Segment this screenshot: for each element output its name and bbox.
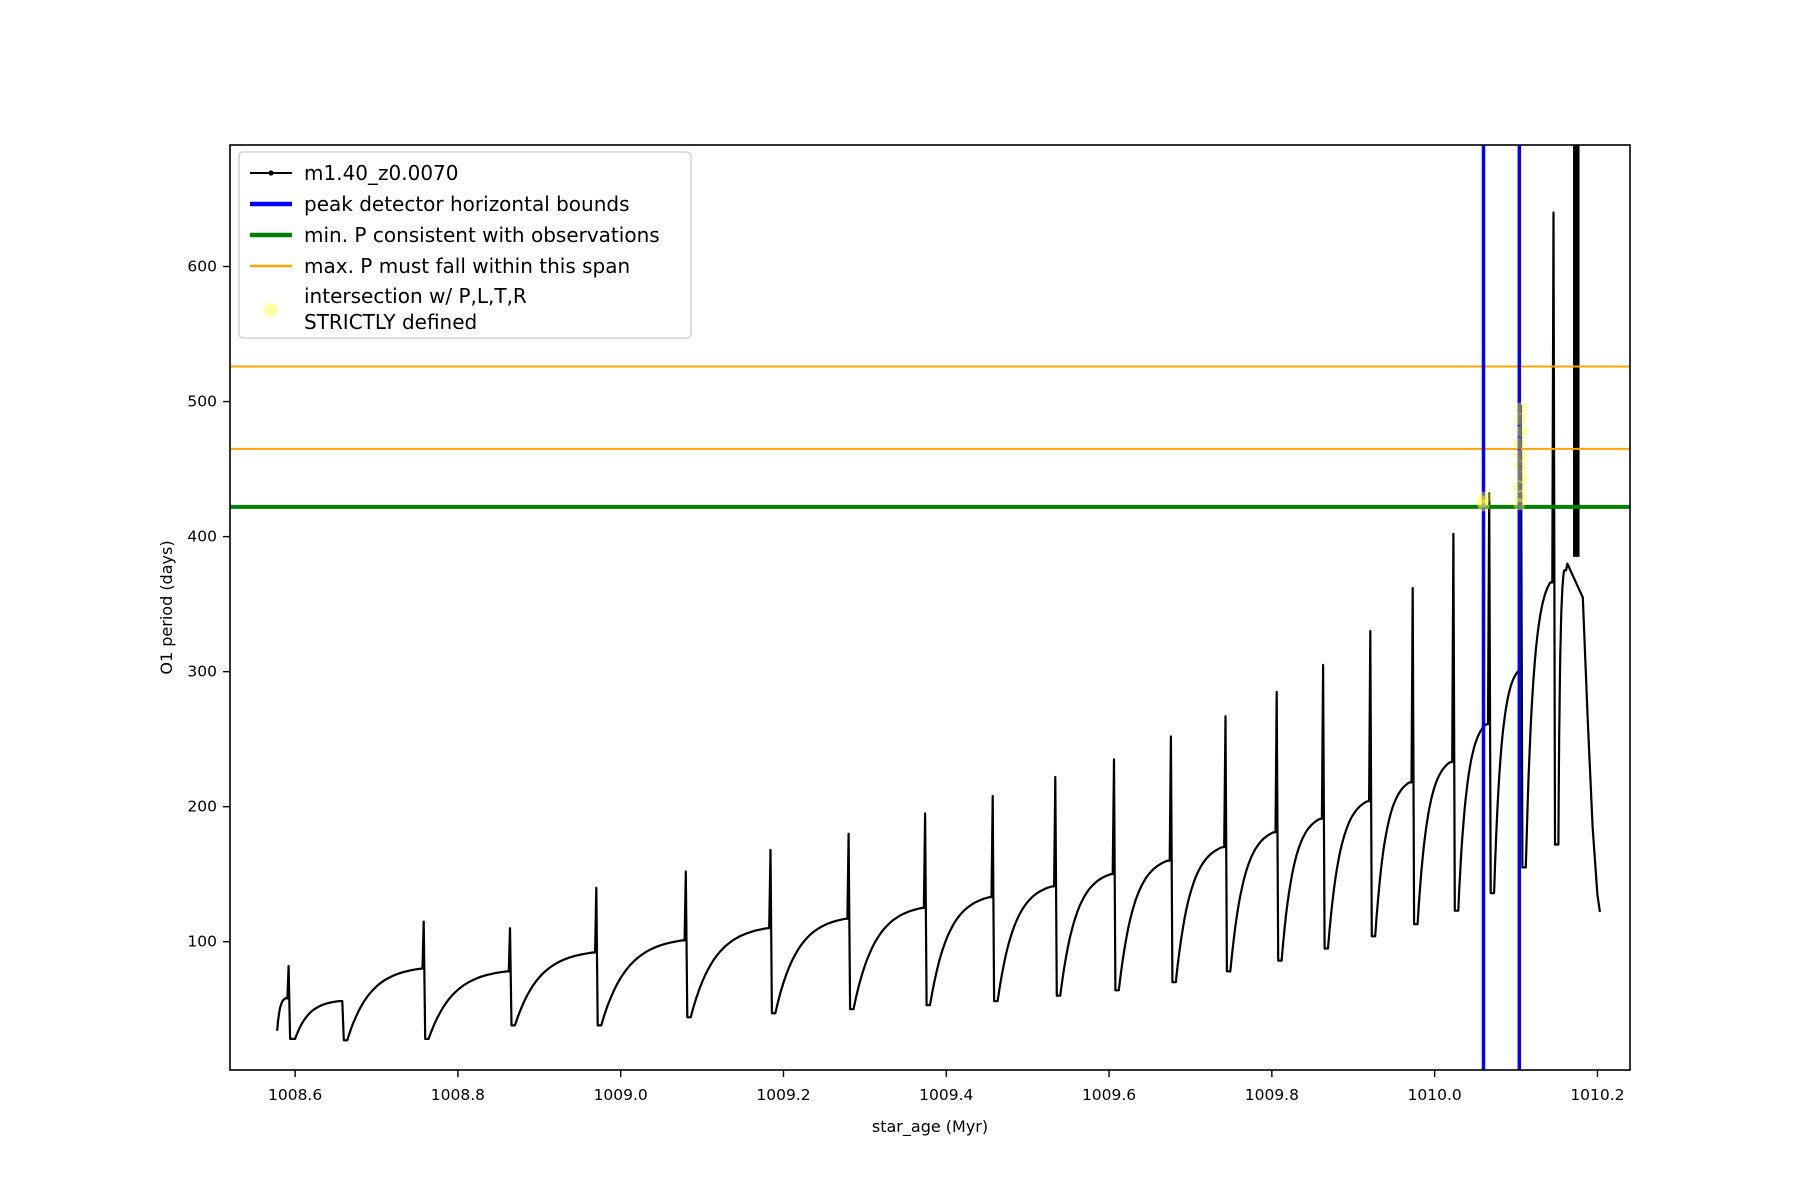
y-tick-label: 200 [187,798,217,816]
legend-label-1: peak detector horizontal bounds [304,192,630,216]
y-tick-label: 500 [187,393,217,411]
legend-box [238,151,692,339]
series-line [276,211,1601,1042]
axes-ticks: 1008.6 1008.8 1009.0 1009.2 1009.4 1009.6 1009… [187,258,1624,1104]
x-tick-label: 1009.2 [756,1086,810,1104]
x-tick-label: 1010.2 [1570,1086,1624,1104]
intersection-scatter [1476,402,1528,512]
x-tick-label: 1009.6 [1082,1086,1136,1104]
y-tick-label: 600 [187,258,217,276]
y-axis-label: O1 period (days) [157,540,176,674]
legend-label-0: m1.40_z0.0070 [304,161,459,185]
series-clipped-spike [1573,145,1580,557]
y-tick-label: 100 [187,933,217,951]
x-tick-label: 1009.4 [919,1086,973,1104]
axes-border [229,144,1631,1071]
x-tick-label: 1008.8 [431,1086,485,1104]
legend-label-4-line2: STRICTLY defined [304,310,477,334]
x-tick-label: 1009.8 [1245,1086,1299,1104]
legend-swatch-marker [268,170,274,176]
legend-label-2: min. P consistent with observations [304,223,660,247]
y-tick-label: 400 [187,528,217,546]
x-axis-label: star_age (Myr) [872,1117,988,1137]
x-tick-label: 1008.6 [268,1086,322,1104]
legend-swatch-dot [264,303,278,317]
x-tick-label: 1009.0 [594,1086,648,1104]
y-tick-label: 300 [187,663,217,681]
x-tick-label: 1010.0 [1408,1086,1462,1104]
plot-contents [230,145,1630,1070]
legend-label-3: max. P must fall within this span [304,254,630,278]
legend-label-4: intersection w/ P,L,T,R [304,284,527,308]
